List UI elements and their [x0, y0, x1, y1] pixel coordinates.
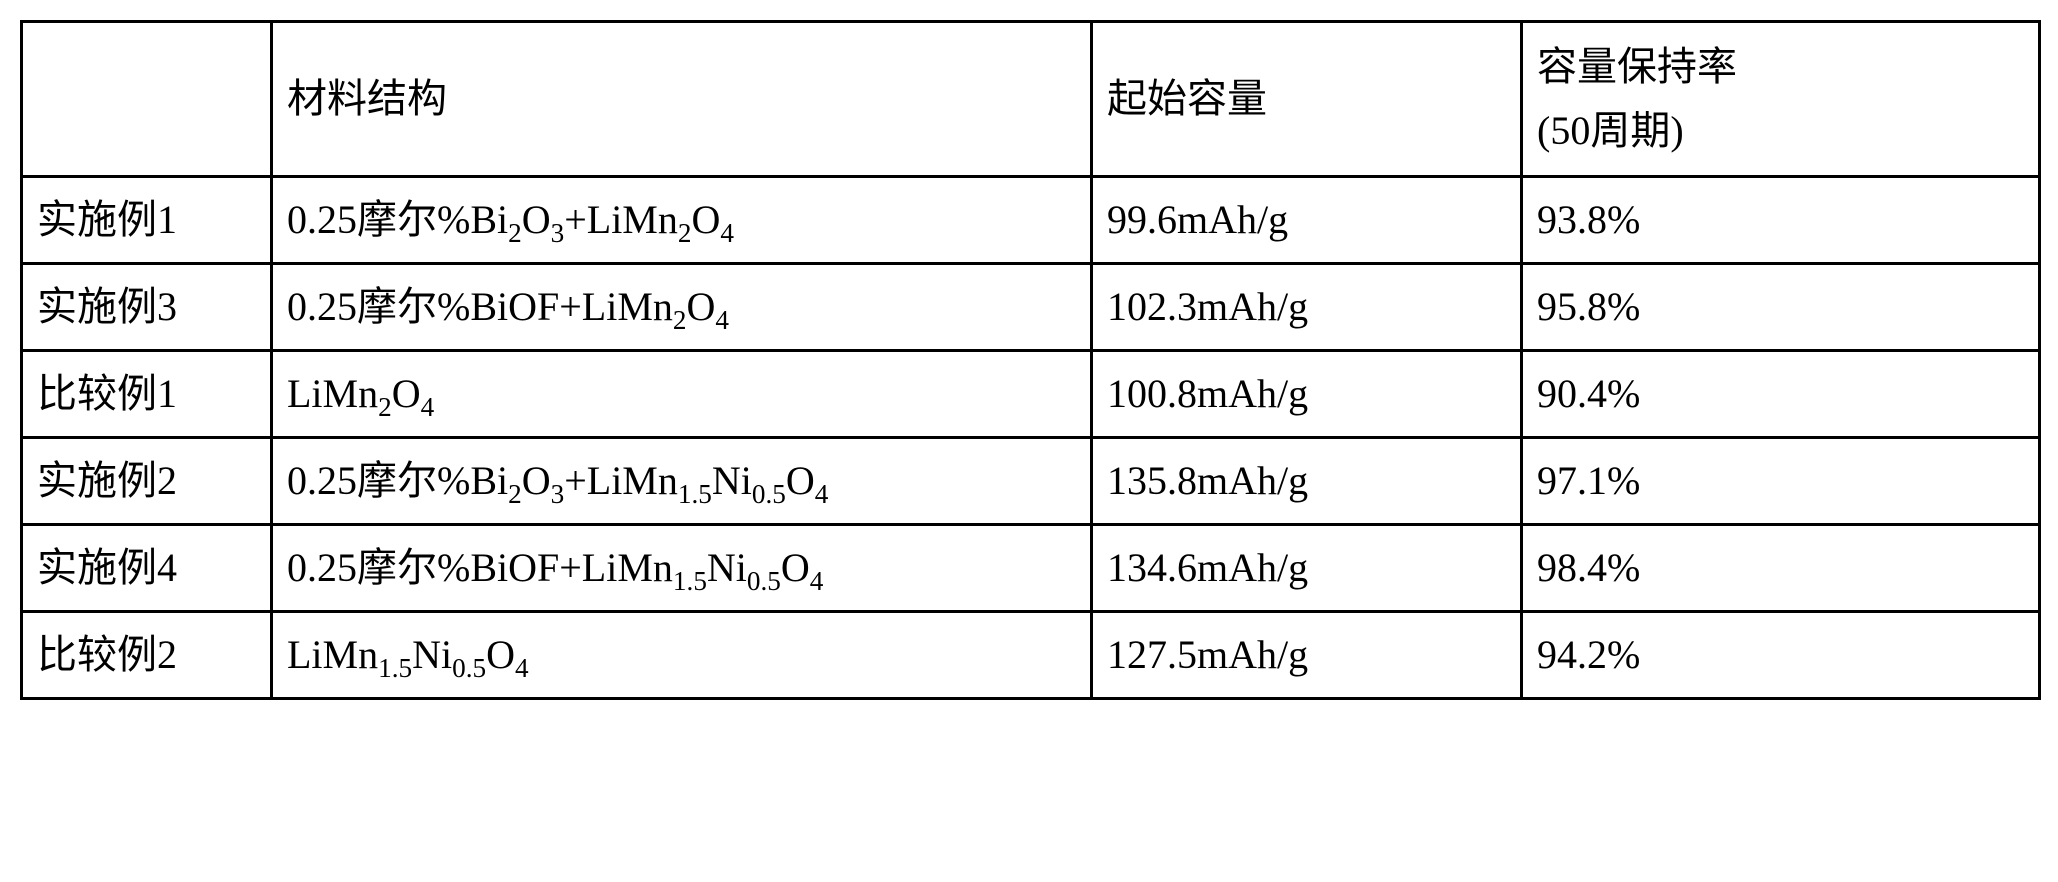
cell-capacity: 134.6mAh/g [1092, 525, 1522, 612]
cell-structure: 0.25摩尔%BiOF+LiMn1.5Ni0.5O4 [272, 525, 1092, 612]
cell-retention: 94.2% [1522, 612, 2040, 699]
cell-capacity: 102.3mAh/g [1092, 264, 1522, 351]
cell-retention: 98.4% [1522, 525, 2040, 612]
header-cell-retention: 容量保持率(50周期) [1522, 22, 2040, 177]
cell-label: 比较例2 [22, 612, 272, 699]
cell-label: 实施例1 [22, 177, 272, 264]
cell-retention: 95.8% [1522, 264, 2040, 351]
data-table-container: 材料结构起始容量容量保持率(50周期)实施例10.25摩尔%Bi2O3+LiMn… [20, 20, 2038, 700]
cell-structure: LiMn2O4 [272, 351, 1092, 438]
table-row: 实施例10.25摩尔%Bi2O3+LiMn2O499.6mAh/g93.8% [22, 177, 2040, 264]
cell-capacity: 135.8mAh/g [1092, 438, 1522, 525]
header-retention-line1: 容量保持率 [1537, 35, 2024, 99]
cell-retention: 97.1% [1522, 438, 2040, 525]
cell-structure: 0.25摩尔%BiOF+LiMn2O4 [272, 264, 1092, 351]
data-table: 材料结构起始容量容量保持率(50周期)实施例10.25摩尔%Bi2O3+LiMn… [20, 20, 2041, 700]
table-header-row: 材料结构起始容量容量保持率(50周期) [22, 22, 2040, 177]
cell-capacity: 99.6mAh/g [1092, 177, 1522, 264]
header-retention-line2: (50周期) [1537, 99, 2024, 163]
header-cell-label [22, 22, 272, 177]
cell-structure: 0.25摩尔%Bi2O3+LiMn1.5Ni0.5O4 [272, 438, 1092, 525]
cell-capacity: 127.5mAh/g [1092, 612, 1522, 699]
cell-retention: 93.8% [1522, 177, 2040, 264]
cell-label: 实施例2 [22, 438, 272, 525]
header-cell-capacity: 起始容量 [1092, 22, 1522, 177]
header-cell-structure: 材料结构 [272, 22, 1092, 177]
table-row: 比较例1LiMn2O4100.8mAh/g90.4% [22, 351, 2040, 438]
cell-label: 比较例1 [22, 351, 272, 438]
table-row: 实施例40.25摩尔%BiOF+LiMn1.5Ni0.5O4134.6mAh/g… [22, 525, 2040, 612]
table-row: 实施例20.25摩尔%Bi2O3+LiMn1.5Ni0.5O4135.8mAh/… [22, 438, 2040, 525]
cell-capacity: 100.8mAh/g [1092, 351, 1522, 438]
table-row: 实施例30.25摩尔%BiOF+LiMn2O4102.3mAh/g95.8% [22, 264, 2040, 351]
cell-label: 实施例3 [22, 264, 272, 351]
cell-structure: 0.25摩尔%Bi2O3+LiMn2O4 [272, 177, 1092, 264]
cell-retention: 90.4% [1522, 351, 2040, 438]
cell-structure: LiMn1.5Ni0.5O4 [272, 612, 1092, 699]
cell-label: 实施例4 [22, 525, 272, 612]
table-row: 比较例2LiMn1.5Ni0.5O4127.5mAh/g94.2% [22, 612, 2040, 699]
